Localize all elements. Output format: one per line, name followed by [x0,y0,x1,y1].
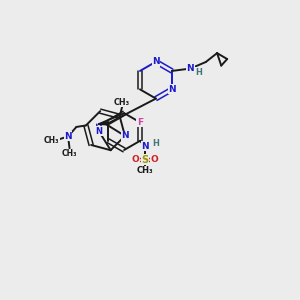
Text: N: N [121,131,129,140]
Text: N: N [64,132,72,141]
Text: N: N [187,64,194,73]
Text: CH₃: CH₃ [62,149,77,158]
Text: N: N [168,85,176,94]
Text: O: O [132,155,140,164]
Text: CH₃: CH₃ [137,166,154,175]
Text: S: S [142,154,149,164]
Text: N: N [96,127,103,136]
Text: O: O [151,155,158,164]
Text: N: N [152,57,160,66]
Text: H: H [152,139,159,148]
Text: CH₃: CH₃ [114,98,130,106]
Text: F: F [137,118,143,127]
Text: N: N [141,142,149,151]
Text: H: H [195,68,202,76]
Text: CH₃: CH₃ [44,136,59,145]
